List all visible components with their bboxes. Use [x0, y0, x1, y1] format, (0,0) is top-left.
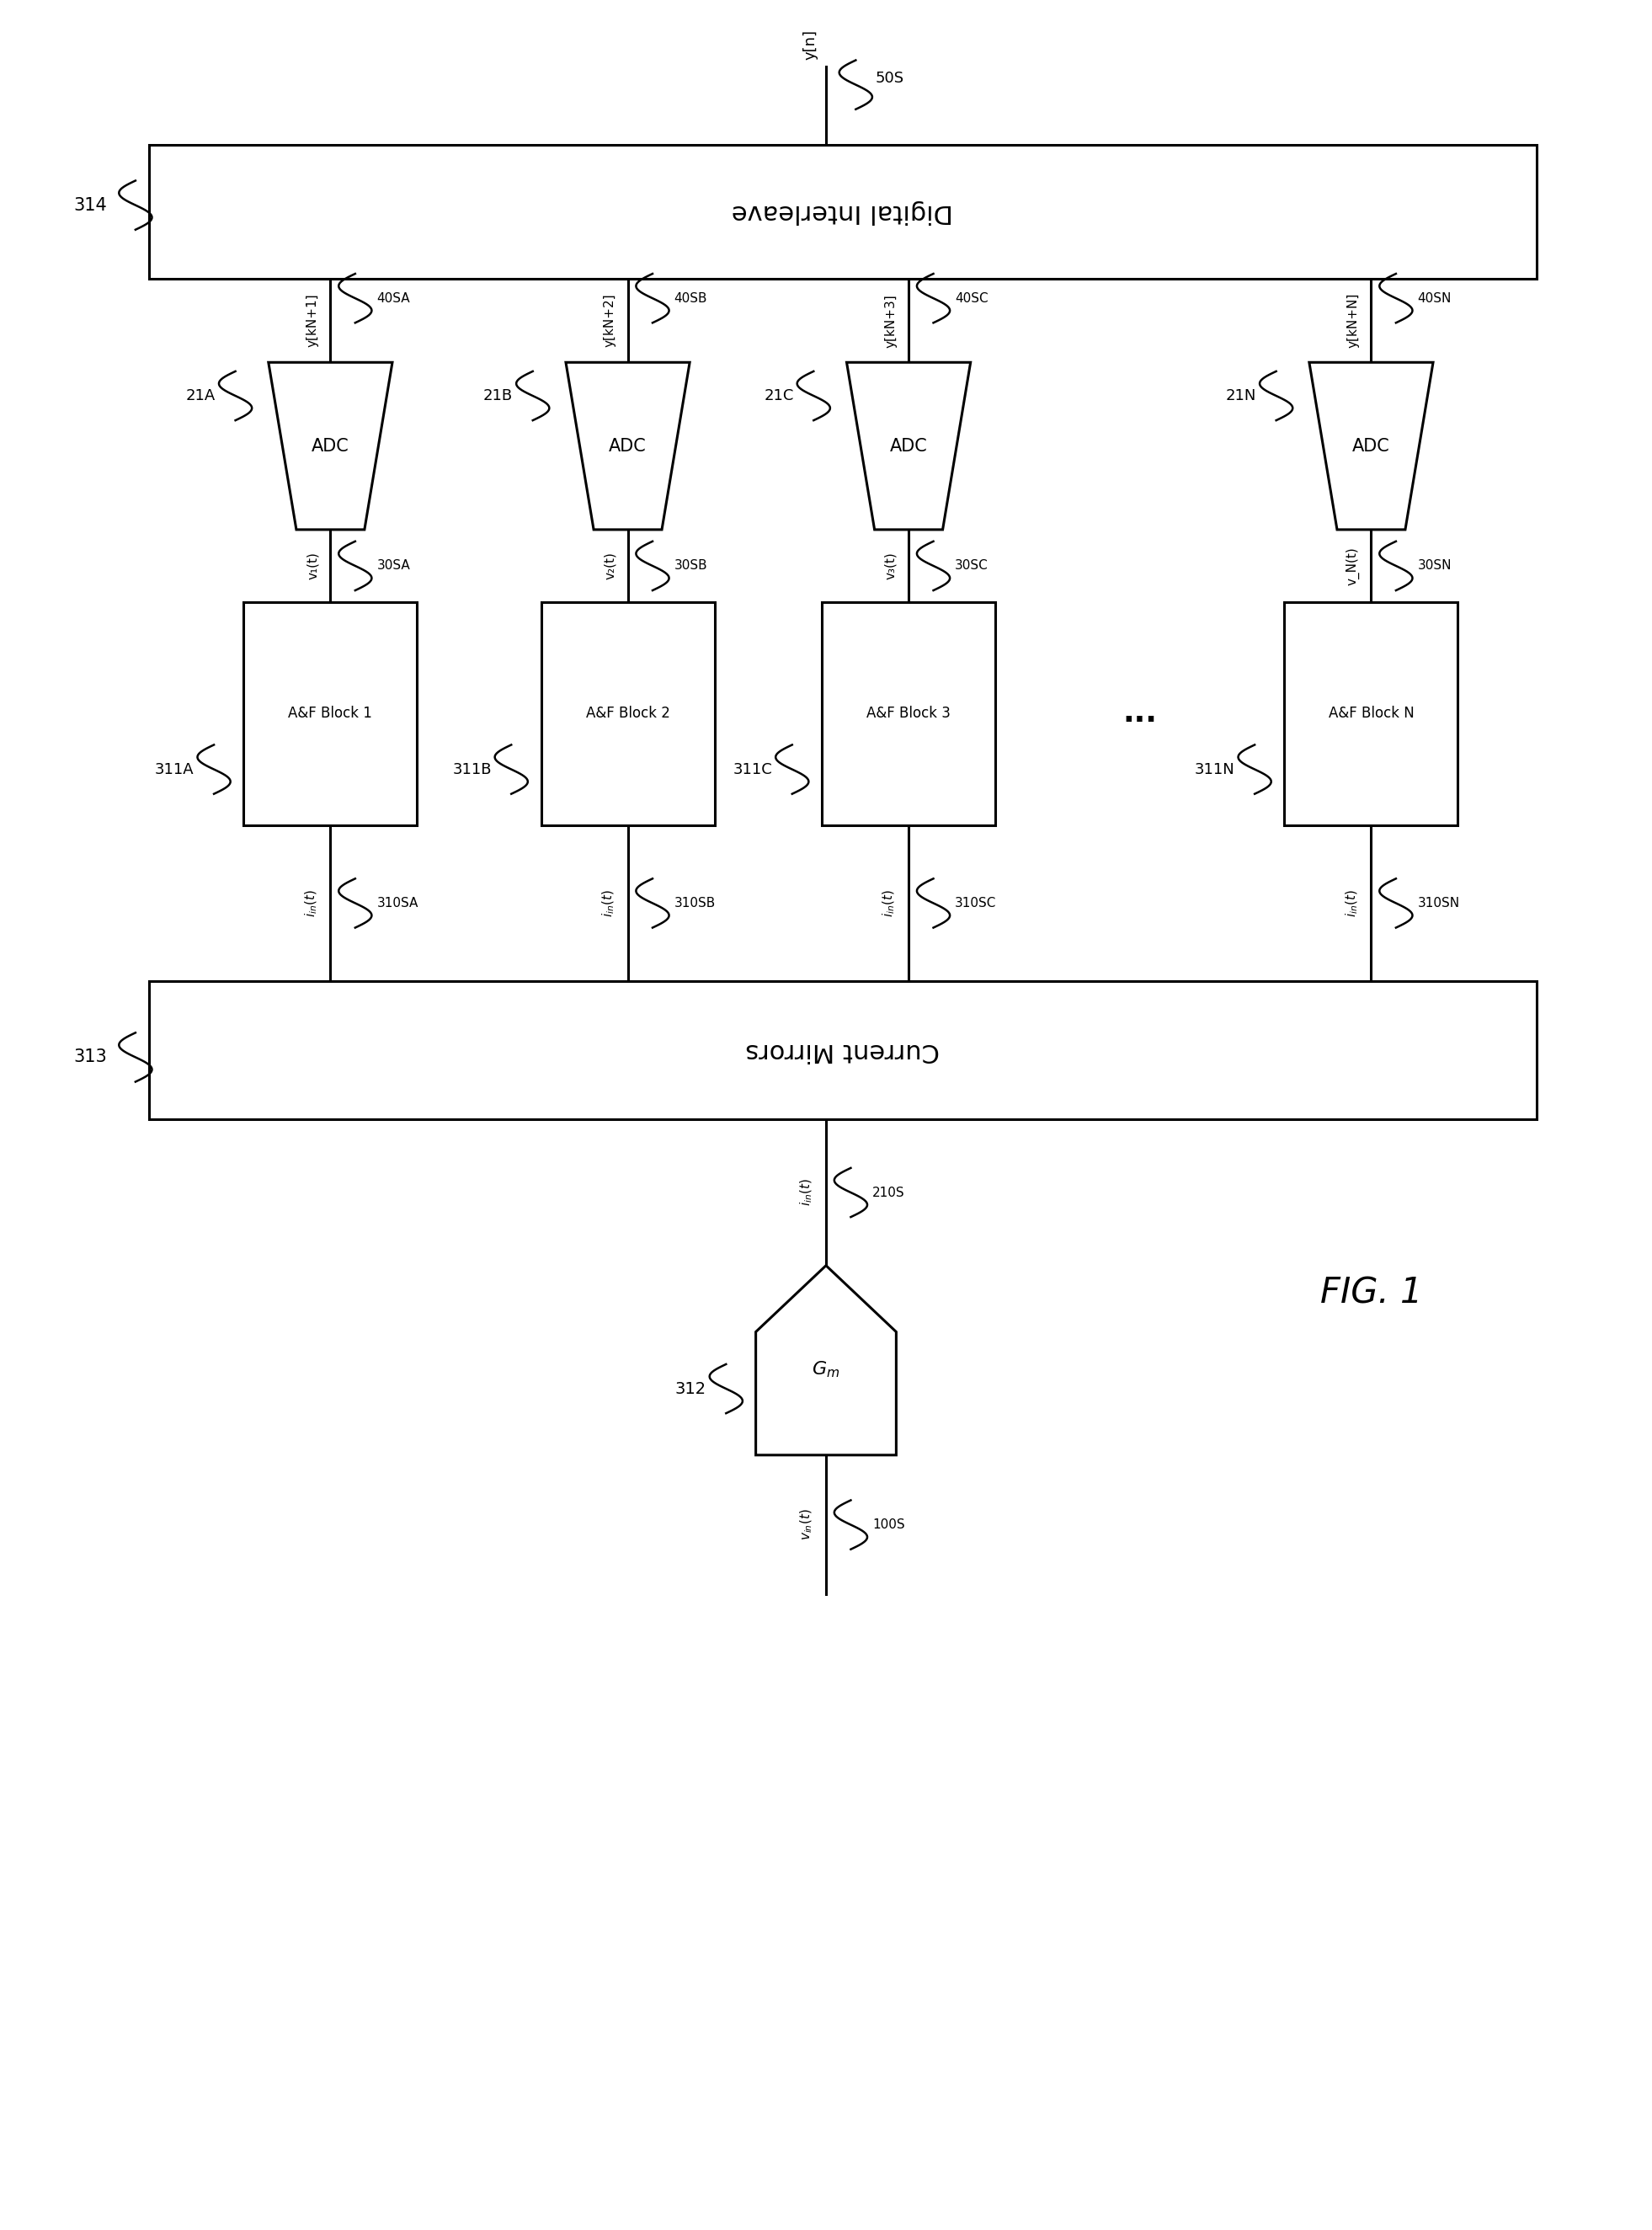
Text: 313: 313	[74, 1048, 107, 1066]
Text: v₂(t): v₂(t)	[603, 553, 616, 580]
Bar	[1285, 602, 1459, 825]
Text: $i_{in}(t)$: $i_{in}(t)$	[601, 890, 616, 917]
Text: y[kN+N]: y[kN+N]	[1346, 292, 1360, 348]
Bar	[244, 602, 416, 825]
Text: 40SB: 40SB	[674, 292, 707, 306]
Bar	[823, 602, 995, 825]
Text: 311A: 311A	[155, 763, 195, 776]
Text: 100S: 100S	[872, 1519, 905, 1532]
Text: 40SC: 40SC	[955, 292, 988, 306]
Polygon shape	[268, 361, 393, 529]
Text: 40SN: 40SN	[1417, 292, 1452, 306]
Text: 30SN: 30SN	[1417, 560, 1452, 573]
Text: A&F Block N: A&F Block N	[1328, 707, 1414, 720]
Text: 21B: 21B	[484, 388, 514, 404]
Text: v_N(t): v_N(t)	[1346, 546, 1360, 584]
Text: ADC: ADC	[1353, 437, 1389, 455]
Text: A&F Block 2: A&F Block 2	[586, 707, 669, 720]
Text: A&F Block 1: A&F Block 1	[289, 707, 372, 720]
Text: 30SA: 30SA	[377, 560, 410, 573]
Text: 314: 314	[74, 196, 107, 214]
Text: $i_{in}(t)$: $i_{in}(t)$	[800, 1180, 814, 1206]
Text: $i_{in}(t)$: $i_{in}(t)$	[304, 890, 319, 917]
Text: Digital Interleave: Digital Interleave	[732, 201, 953, 223]
Text: $v_{in}(t)$: $v_{in}(t)$	[800, 1510, 814, 1541]
Text: 310SB: 310SB	[674, 896, 715, 910]
Text: 310SC: 310SC	[955, 896, 996, 910]
Text: y[kN+1]: y[kN+1]	[306, 294, 319, 348]
Text: ADC: ADC	[890, 437, 927, 455]
Polygon shape	[847, 361, 971, 529]
Text: 311B: 311B	[453, 763, 492, 776]
Polygon shape	[565, 361, 691, 529]
Text: $i_{in}(t)$: $i_{in}(t)$	[1345, 890, 1360, 917]
Text: Current Mirrors: Current Mirrors	[745, 1039, 940, 1061]
Text: 311C: 311C	[733, 763, 773, 776]
Text: 21N: 21N	[1226, 388, 1256, 404]
Text: 310SA: 310SA	[377, 896, 418, 910]
Text: 21A: 21A	[187, 388, 215, 404]
Text: 40SA: 40SA	[377, 292, 410, 306]
Text: y[kN+2]: y[kN+2]	[603, 294, 616, 348]
Text: 30SC: 30SC	[955, 560, 988, 573]
Text: ADC: ADC	[610, 437, 646, 455]
Text: ...: ...	[1123, 700, 1156, 727]
Text: FIG. 1: FIG. 1	[1320, 1276, 1422, 1311]
Text: v₃(t): v₃(t)	[884, 553, 897, 580]
Text: 311N: 311N	[1194, 763, 1234, 776]
Text: 312: 312	[676, 1380, 707, 1396]
Polygon shape	[757, 1267, 897, 1454]
Text: ADC: ADC	[312, 437, 349, 455]
Text: 21C: 21C	[763, 388, 795, 404]
Text: y[kN+3]: y[kN+3]	[884, 294, 897, 348]
Bar	[542, 602, 715, 825]
Polygon shape	[1310, 361, 1434, 529]
Text: y[n]: y[n]	[803, 29, 818, 60]
Bar	[149, 981, 1536, 1119]
Text: 30SB: 30SB	[674, 560, 707, 573]
Text: A&F Block 3: A&F Block 3	[867, 707, 950, 720]
Bar	[149, 145, 1536, 279]
Text: 50S: 50S	[876, 71, 904, 85]
Text: $i_{in}(t)$: $i_{in}(t)$	[882, 890, 897, 917]
Text: $G_m$: $G_m$	[813, 1360, 839, 1380]
Text: 210S: 210S	[872, 1186, 905, 1200]
Text: 310SN: 310SN	[1417, 896, 1460, 910]
Text: v₁(t): v₁(t)	[306, 553, 319, 580]
